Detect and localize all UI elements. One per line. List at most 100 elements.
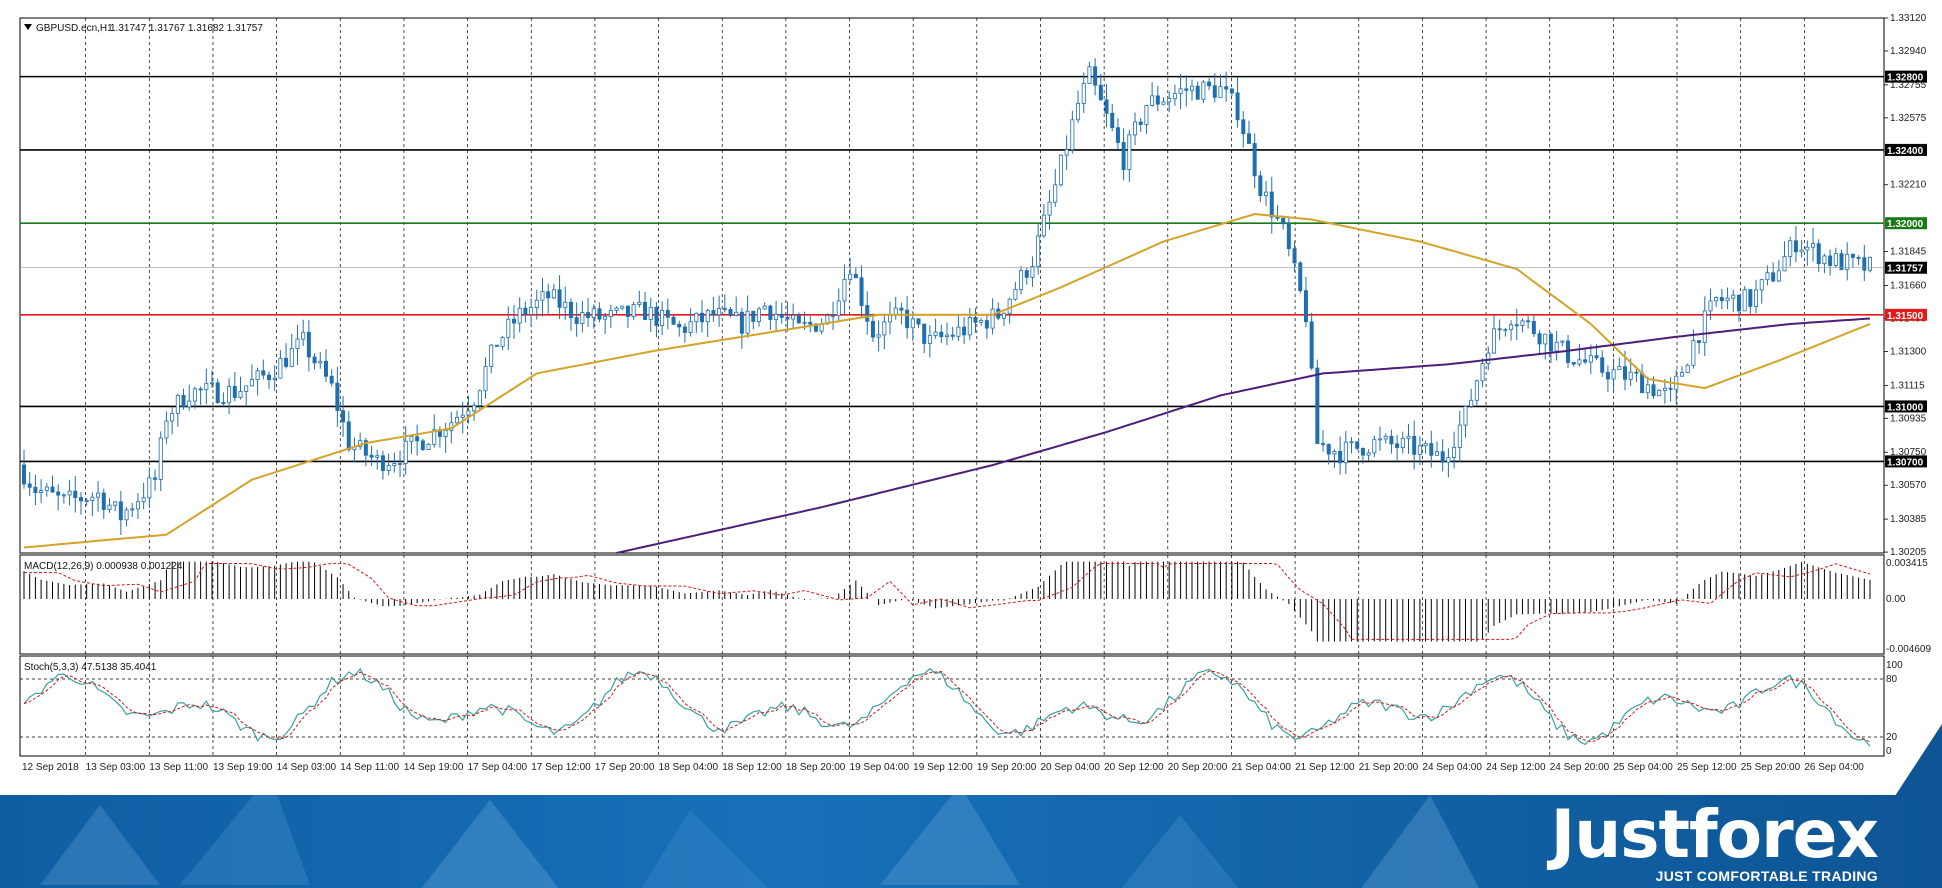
candle-body [39,490,44,494]
candle-body [278,357,283,379]
candle-body [33,486,38,494]
candle-body [853,273,858,279]
price-tick-label: 1.31660 [1890,281,1927,292]
candle-body [984,320,989,329]
price-tick-label: 1.31845 [1890,247,1927,258]
candle-body [603,316,608,320]
time-tick-label: 19 Sep 12:00 [913,762,973,773]
candle-body [1383,435,1388,440]
candle-body [1725,297,1730,302]
time-tick-label: 24 Sep 12:00 [1486,762,1546,773]
candle-body [1480,363,1485,382]
candle-body [557,289,562,308]
candle-body [147,477,152,499]
candles [21,58,1873,536]
candle-body [956,326,961,337]
candle-body [1651,384,1656,397]
macd-tick-bottom: -0.004609 [1886,644,1931,655]
candle-body [1064,149,1069,156]
candle-body [529,307,534,315]
candle-body [1503,329,1508,332]
candle-body [323,360,328,377]
candle-body [717,308,722,316]
candle-body [1013,289,1018,300]
banner-shape [180,795,310,885]
candle-body [1355,441,1360,449]
candle-body [1155,95,1160,105]
candle-body [1811,243,1816,248]
candle-body [494,344,499,347]
candle-body [511,318,516,324]
candle-body [1076,102,1081,121]
candle-body [398,462,403,465]
candle-body [1269,191,1274,218]
candle-body [56,491,61,496]
candle-body [614,307,619,311]
candle-body [375,455,380,458]
time-tick-label: 21 Sep 12:00 [1295,762,1355,773]
candle-body [1446,457,1451,463]
candle-body [1531,320,1536,335]
candle-body [654,306,659,326]
candle-body [882,321,887,336]
candle-body [1514,324,1519,327]
candle-body [745,310,750,334]
candle-body [466,410,471,416]
time-tick-label: 20 Sep 20:00 [1168,762,1228,773]
candle-body [870,320,875,338]
candle-body [1246,133,1251,144]
price-tick-label: 1.33120 [1890,13,1927,24]
candle-body [1172,93,1177,100]
price-tick-label: 1.31300 [1890,346,1927,357]
candle-body [1252,143,1257,177]
banner-shape [640,810,770,888]
candle-body [1463,406,1468,426]
candle-body [1850,253,1855,258]
candle-body [1748,289,1753,307]
candle-body [1452,446,1457,458]
candle-body [910,318,915,329]
candle-body [1754,289,1759,307]
candle-body [27,483,32,488]
banner-shape [1360,795,1480,888]
candle-body [1719,297,1724,302]
candle-body [916,318,921,325]
candle-body [1611,369,1616,380]
brand-banner: Justforex JUST COMFORTABLE TRADING [0,795,1942,888]
candle-body [318,360,323,364]
candle-body [1845,253,1850,270]
candle-body [1474,380,1479,401]
candle-body [580,312,585,324]
candle-body [631,304,636,317]
price-axis: 1.331201.329401.327551.325751.323901.322… [1884,13,1927,558]
candle-body [1714,297,1719,302]
candle-body [1338,450,1343,464]
candle-body [1594,355,1599,359]
candle-body [768,305,773,321]
price-tick-label: 1.32755 [1890,80,1927,91]
candle-body [204,382,209,391]
candle-body [1617,366,1622,371]
candle-body [369,454,374,458]
candle-body [791,314,796,320]
candle-body [50,486,55,493]
candle-body [1343,441,1348,464]
candle-body [1668,387,1673,390]
time-tick-label: 17 Sep 20:00 [595,762,655,773]
candle-body [637,301,642,305]
candle-body [432,429,437,445]
price-tick-label: 1.30205 [1890,547,1927,558]
candle-body [1070,119,1075,150]
level-tag [1885,308,1927,321]
time-tick-label: 20 Sep 04:00 [1040,762,1100,773]
level-tag-label: 1.31500 [1887,311,1924,322]
candle-body [329,375,334,384]
candle-body [1469,399,1474,407]
time-tick-label: 18 Sep 12:00 [722,762,782,773]
candle-body [130,508,135,511]
level-tag [1885,70,1927,83]
candle-body [979,320,984,323]
collapse-arrow-icon[interactable] [24,24,32,30]
candle-body [939,331,944,338]
candle-body [756,308,761,322]
